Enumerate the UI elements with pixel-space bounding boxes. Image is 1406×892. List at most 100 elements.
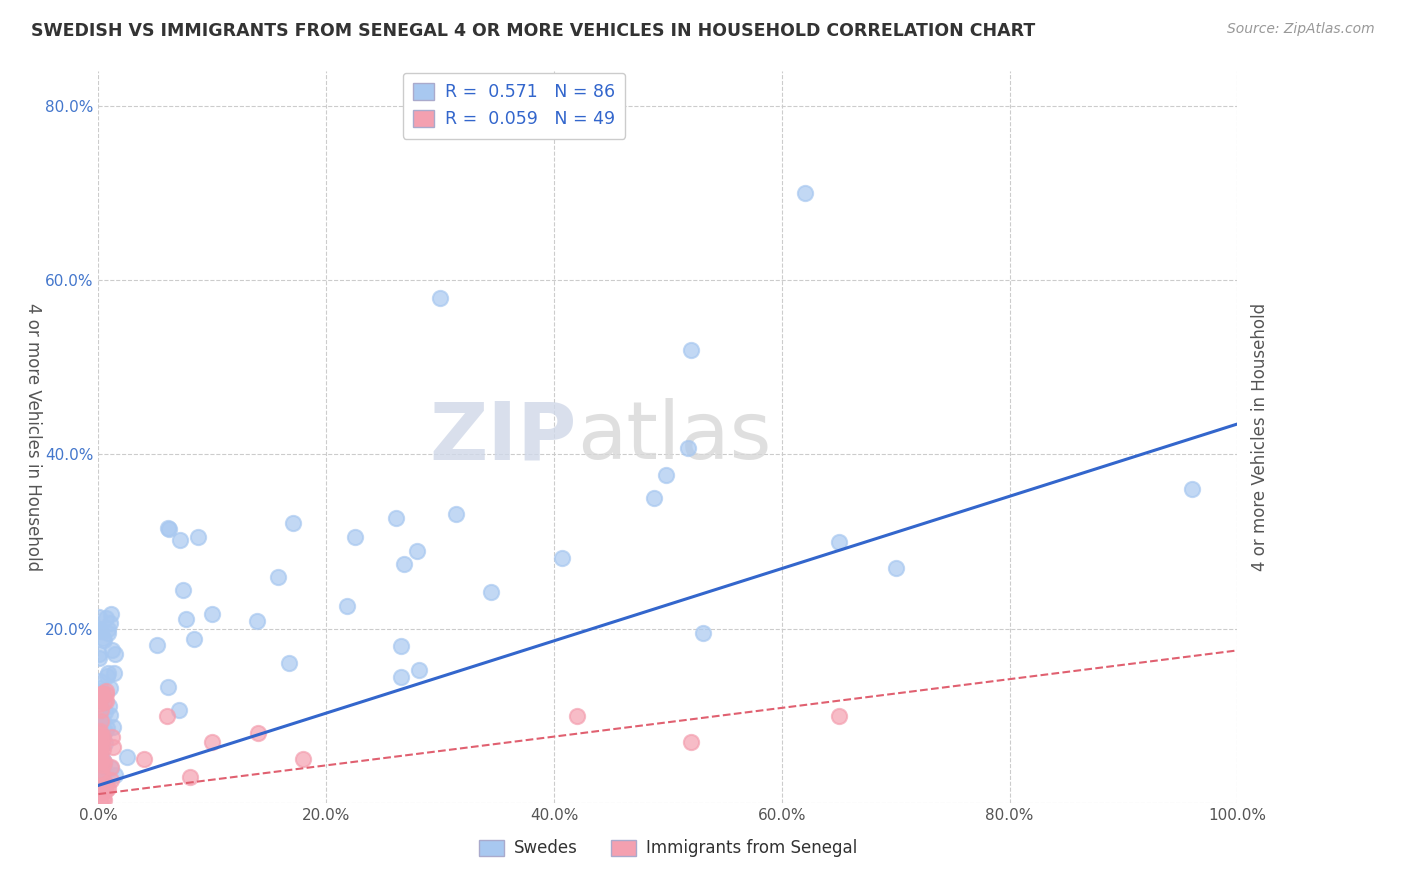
Point [679, 735, 702, 749]
Point [93, 695, 115, 709]
Point [392, 558, 415, 572]
Point [87, 681, 110, 696]
Point [96, 721, 118, 735]
Point [551, 550, 574, 565]
Point [187, 530, 209, 544]
Point [100, 760, 122, 774]
Point [89, 794, 111, 808]
Point [89, 754, 111, 768]
Point [100, 772, 122, 787]
Point [94, 687, 117, 701]
Point [1181, 483, 1204, 497]
Point [336, 599, 359, 614]
Point [246, 614, 269, 628]
Point [91, 771, 114, 785]
Point [91, 689, 114, 703]
Point [90, 715, 112, 730]
Point [100, 607, 122, 621]
Point [176, 612, 198, 626]
Point [429, 291, 451, 305]
Point [793, 186, 815, 201]
Point [94, 724, 117, 739]
Point [246, 726, 269, 740]
Point [89, 764, 111, 779]
Point [94, 705, 117, 719]
Point [146, 638, 169, 652]
Point [97, 625, 120, 640]
Point [93, 784, 115, 798]
Point [91, 728, 114, 742]
Y-axis label: 4 or more Vehicles in Household: 4 or more Vehicles in Household [24, 303, 42, 571]
Point [277, 656, 299, 670]
Point [87, 623, 110, 637]
Point [91, 687, 114, 701]
Point [89, 686, 111, 700]
Point [90, 769, 112, 783]
Point [93, 632, 115, 647]
Point [201, 735, 224, 749]
Point [292, 752, 315, 766]
Point [90, 753, 112, 767]
Point [89, 726, 111, 740]
Point [201, 607, 224, 622]
Point [90, 684, 112, 698]
Point [676, 441, 699, 455]
Point [89, 740, 111, 755]
Point [100, 707, 122, 722]
Point [183, 632, 205, 647]
Point [90, 767, 112, 781]
Point [156, 708, 179, 723]
Text: Source: ZipAtlas.com: Source: ZipAtlas.com [1227, 22, 1375, 37]
Point [103, 720, 125, 734]
Point [91, 722, 114, 736]
Point [89, 724, 111, 739]
Point [444, 507, 467, 521]
Point [90, 687, 112, 701]
Point [91, 714, 114, 728]
Point [157, 522, 180, 536]
Point [692, 626, 714, 640]
Point [96, 777, 118, 791]
Point [97, 781, 120, 796]
Point [90, 731, 112, 746]
Text: ZIP: ZIP [429, 398, 576, 476]
Point [565, 708, 588, 723]
Point [87, 692, 110, 706]
Point [406, 544, 429, 558]
Point [89, 721, 111, 735]
Point [479, 584, 502, 599]
Point [94, 611, 117, 625]
Point [89, 779, 111, 793]
Point [93, 758, 115, 772]
Text: SWEDISH VS IMMIGRANTS FROM SENEGAL 4 OR MORE VEHICLES IN HOUSEHOLD CORRELATION C: SWEDISH VS IMMIGRANTS FROM SENEGAL 4 OR … [31, 22, 1035, 40]
Point [89, 727, 111, 741]
Point [97, 698, 120, 713]
Point [389, 640, 412, 654]
Point [93, 756, 115, 770]
Point [89, 624, 111, 638]
Point [884, 560, 907, 574]
Point [104, 647, 127, 661]
Point [169, 703, 191, 717]
Point [90, 703, 112, 717]
Y-axis label: 4 or more Vehicles in Household: 4 or more Vehicles in Household [1251, 303, 1270, 571]
Point [389, 670, 412, 684]
Point [408, 663, 430, 677]
Point [132, 752, 155, 766]
Point [117, 749, 139, 764]
Point [90, 714, 112, 728]
Point [100, 761, 122, 775]
Point [89, 742, 111, 756]
Point [87, 688, 110, 702]
Point [267, 570, 290, 584]
Point [643, 491, 665, 505]
Point [828, 534, 851, 549]
Point [91, 791, 114, 805]
Point [90, 750, 112, 764]
Point [93, 757, 115, 772]
Point [828, 708, 851, 723]
Point [89, 740, 111, 755]
Point [101, 643, 124, 657]
Point [97, 666, 120, 681]
Point [94, 736, 117, 750]
